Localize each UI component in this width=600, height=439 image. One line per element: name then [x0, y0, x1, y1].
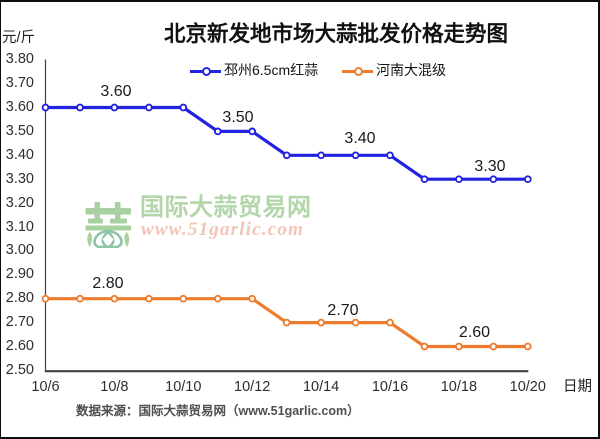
x-tick-label-10-16: 10/16: [371, 379, 409, 395]
y-axis-unit-label: 元/斤: [2, 30, 36, 46]
y-tick-label-2.80: 2.80: [5, 290, 34, 307]
legend-label: 河南大混级: [376, 62, 446, 78]
x-tick-label-10-14: 10/14: [302, 379, 340, 395]
frame-border-bottom: [0, 437, 600, 439]
y-tick-label-2.50: 2.50: [5, 361, 34, 378]
series-0-marker-10/11: [213, 127, 222, 136]
x-tick-label-10-8: 10/8: [100, 379, 129, 395]
series-1-marker-10/17: [420, 342, 429, 351]
y-tick-label-2.90: 2.90: [5, 266, 34, 283]
series-1-marker-10/7: [76, 294, 84, 303]
series-1-marker-10/16: [386, 318, 394, 327]
data-label-2.60: 2.60: [458, 324, 491, 341]
series-1-marker-10/19: [489, 342, 498, 351]
series-1-marker-10/8: [110, 294, 119, 303]
series-1-marker-10/18: [455, 342, 463, 351]
series-1-marker-10/12: [248, 294, 257, 303]
y-tick-label-3.70: 3.70: [5, 75, 34, 92]
data-label-2.80: 2.80: [92, 274, 124, 292]
series-1-marker-10/10: [179, 294, 188, 303]
data-label-3.30: 3.30: [474, 158, 506, 176]
series-line-0: [43, 105, 530, 181]
series-1-marker-10/20: [523, 342, 532, 351]
series-0-marker-10/8: [110, 103, 119, 112]
series-1-marker-10/9: [145, 294, 153, 303]
series-1-marker-10/13: [282, 318, 291, 327]
watermark: 国际大蒜贸易网 www.51garlic.com: [84, 190, 314, 248]
series-0-marker-10/6: [41, 103, 50, 112]
series-0-marker-10/7: [76, 103, 84, 112]
series-0-marker-10/15: [351, 151, 360, 160]
series-1-marker-10/15: [351, 318, 360, 327]
x-axis-title: 日期: [563, 379, 592, 395]
series-0-marker-10/14: [317, 151, 325, 160]
watermark-url-text: www.51garlic.com: [141, 219, 305, 240]
y-tick-label-2.70: 2.70: [5, 314, 34, 331]
data-source-note: 数据来源：国际大蒜贸易网（www.51garlic.com）: [76, 404, 360, 418]
series-1-marker-10/11: [213, 294, 222, 303]
frame-border-right: [598, 0, 600, 439]
series-0-marker-10/18: [455, 175, 463, 184]
legend-label: 邳州6.5cm红蒜: [224, 62, 319, 78]
y-tick-label-3.20: 3.20: [5, 194, 34, 211]
y-tick-label-3.60: 3.60: [5, 99, 34, 115]
y-tick-label-3.40: 3.40: [5, 146, 34, 163]
legend-marker-icon: [353, 66, 363, 76]
series-1-marker-10/6: [41, 294, 50, 303]
series-1-marker-10/14: [317, 318, 325, 327]
x-tick-label-10-12: 10/12: [234, 379, 271, 395]
y-tick-label-3.10: 3.10: [5, 218, 34, 235]
series-0-marker-10/13: [282, 151, 291, 160]
series-0-marker-10/19: [489, 175, 498, 184]
series-0-marker-10/12: [248, 127, 257, 136]
series-0-marker-10/16: [386, 151, 394, 160]
x-tick-label-10-20: 10/20: [509, 379, 546, 395]
chart-title: 北京新发地市场大蒜批发价格走势图: [163, 22, 509, 46]
x-tick-label-10-18: 10/18: [440, 379, 478, 395]
series-0-marker-10/9: [145, 103, 153, 112]
data-label-3.40: 3.40: [344, 129, 376, 147]
y-tick-label-3.50: 3.50: [5, 122, 34, 139]
data-label-3.60: 3.60: [100, 82, 132, 100]
y-tick-label-3.30: 3.30: [5, 170, 34, 187]
x-tick-label-10-6: 10/6: [31, 379, 60, 395]
legend-marker-icon: [201, 66, 211, 76]
series-0-marker-10/17: [420, 175, 429, 184]
data-label-3.50: 3.50: [222, 109, 254, 127]
series-0-marker-10/10: [179, 103, 188, 112]
data-label-2.70: 2.70: [327, 301, 359, 319]
frame-border-top: [0, 0, 600, 2]
y-tick-label-3.80: 3.80: [5, 51, 34, 68]
garlic-logo-icon: [85, 202, 131, 248]
x-tick-label-10-10: 10/10: [165, 379, 202, 395]
watermark-brand-text: 国际大蒜贸易网: [140, 195, 312, 221]
y-tick-label-2.60: 2.60: [5, 338, 34, 354]
series-0-marker-10/20: [523, 175, 532, 184]
frame-border-left: [0, 0, 1, 439]
y-tick-label-3.00: 3.00: [5, 242, 34, 259]
